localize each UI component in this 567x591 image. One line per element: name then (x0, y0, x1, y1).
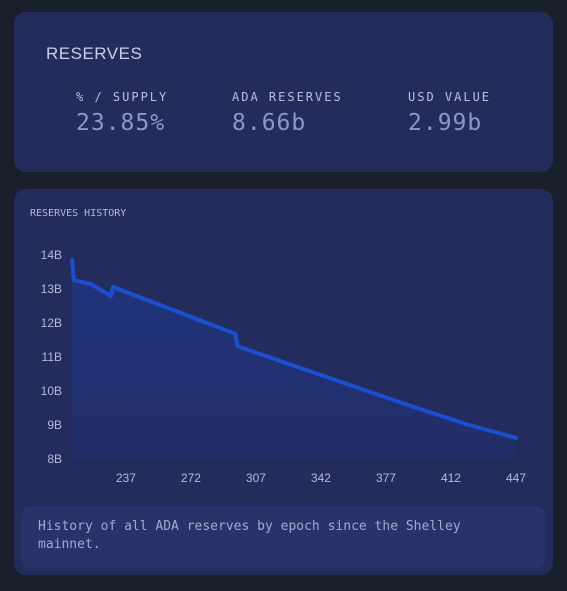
description: History of all ADA reserves by epoch sin… (22, 506, 545, 568)
stat-label: USD VALUE (408, 90, 492, 104)
area (72, 260, 516, 460)
y-tick-label: 9B (47, 418, 62, 432)
x-tick-label: 447 (506, 471, 526, 485)
chart-title: RESERVES HISTORY (30, 208, 126, 219)
y-tick-label: 11B (42, 350, 62, 364)
stat: USD VALUE 2.99b (408, 90, 491, 136)
y-tick-label: 12B (41, 316, 62, 330)
y-tick-label: 10B (41, 384, 62, 398)
stat-label: % / SUPPLY (76, 90, 169, 104)
x-tick-label: 377 (376, 471, 396, 485)
y-tick-label: 13B (41, 282, 62, 296)
stat-value: 8.66b (232, 110, 307, 136)
stat: % / SUPPLY 23.85% (76, 90, 168, 136)
x-tick-label: 412 (441, 471, 461, 485)
y-tick-label: 14B (41, 248, 62, 262)
x-tick-label: 342 (311, 471, 331, 485)
stat-label: ADA RESERVES (232, 90, 343, 104)
y-tick-label: 8B (47, 452, 62, 466)
stat-value: 23.85% (76, 110, 166, 136)
x-tick-label: 237 (116, 471, 136, 485)
line (70, 258, 518, 440)
x-tick-label: 272 (181, 471, 201, 485)
card-title: RESERVES (46, 44, 143, 63)
stat: ADA RESERVES 8.66b (232, 90, 343, 136)
summary-card: RESERVES % / SUPPLY 23.85% ADA RESERVES 8.… (14, 12, 553, 172)
x-tick-label: 307 (246, 471, 266, 485)
stat-value: 2.99b (408, 110, 483, 136)
